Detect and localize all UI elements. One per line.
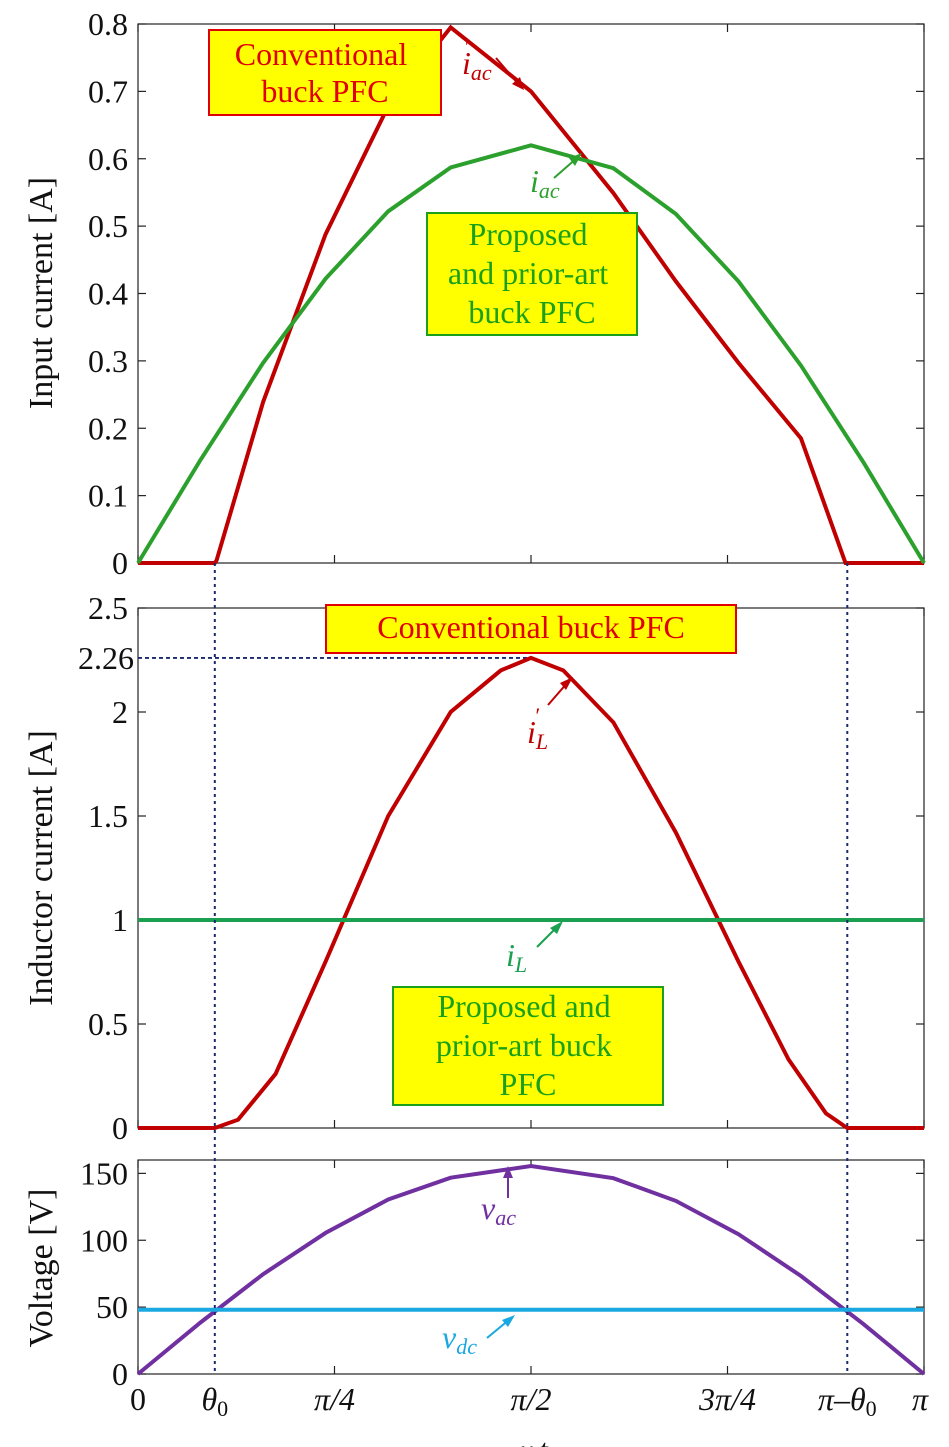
y-tick-label: 100 [80, 1222, 128, 1258]
y-tick-label: 0 [112, 545, 128, 581]
x-axis-label: ωt [514, 1433, 549, 1447]
y-tick-label: 0.3 [88, 343, 128, 379]
x-tick-label: π [912, 1381, 929, 1417]
y-tick-label: 0.5 [88, 1006, 128, 1042]
curve-v-ac [136, 1163, 926, 1376]
label-v-ac: vac [481, 1166, 516, 1230]
curve-i-ac-prime [138, 24, 924, 565]
panel-input-current: 0 0.1 0.2 0.3 0.4 0.5 0.6 0.7 0.8 Input current … [23, 6, 926, 581]
y-axis-label-middle: Inductor current [A] [23, 730, 60, 1006]
svg-text:Proposed and prior-art: Proposed and prior-art buck PFC [436, 988, 620, 1102]
curve-i-L-prime [138, 655, 924, 1130]
svg-text:Conventional buck PFC: Conventional buck PFC [377, 609, 685, 645]
y-tick-label: 150 [80, 1155, 128, 1191]
y-ticks-middle: 0 0.5 1 1.5 2 2.5 [88, 590, 924, 1146]
x-ticks-bottom [137, 1160, 925, 1374]
svg-text:iL′: iL′ [527, 703, 548, 754]
svg-text:vac: vac [481, 1190, 516, 1230]
svg-text:vdc: vdc [442, 1319, 477, 1359]
x-tick-label: π–θ0 [818, 1381, 877, 1421]
annotation-proposed-middle: Proposed and prior-art buck PFC [392, 986, 664, 1106]
y-tick-label: 0.8 [88, 6, 128, 42]
panel-inductor-current: 0 0.5 1 1.5 2 2.5 2.26 Inductor current [A] C… [23, 590, 925, 1146]
x-tick-labels: 0 θ0 π/4 π/2 3π/4 π–θ0 π [130, 1381, 929, 1421]
label-i-ac-prime: iac′ [462, 34, 524, 90]
label-i-L-prime: iL′ [527, 677, 573, 754]
y-tick-label: 0.5 [88, 208, 128, 244]
y-tick-label: 2 [112, 694, 128, 730]
label-i-ac: iac [530, 153, 582, 203]
y-axis-label-top: Input current [A] [23, 177, 60, 409]
svg-text:iL: iL [506, 937, 527, 977]
y-tick-label: 0.2 [88, 410, 128, 446]
x-tick-label: 3π/4 [698, 1381, 756, 1417]
y-tick-label: 0 [112, 1356, 128, 1392]
y-tick-label: 0.6 [88, 141, 128, 177]
y-tick-label: 0.4 [88, 276, 128, 312]
x-tick-label: θ0 [201, 1381, 228, 1421]
annotation-conventional-middle: Conventional buck PFC [325, 604, 737, 654]
plot-frame-bottom [137, 1159, 925, 1375]
y-ticks-bottom: 0 50 100 150 [80, 1155, 924, 1392]
y-axis-label-bottom: Voltage [V] [23, 1189, 60, 1348]
annotation-proposed-top: Proposed and prior-art buck PFC [426, 212, 638, 336]
panel-voltage: 0 50 100 150 0 θ0 π/4 π/2 3π/4 π–θ0 π Voltage [V]… [23, 1155, 929, 1447]
x-tick-label: π/4 [314, 1381, 355, 1417]
x-tick-label: 0 [130, 1381, 146, 1417]
y-tick-label: 0.7 [88, 73, 128, 109]
label-v-dc: vdc [442, 1315, 515, 1359]
y-tick-label: 1.5 [88, 798, 128, 834]
y-tick-label-2-26: 2.26 [78, 640, 134, 676]
x-tick-label: π/2 [511, 1381, 552, 1417]
label-i-L: iL [506, 921, 563, 977]
svg-text:iac′: iac′ [462, 34, 492, 85]
annotation-conventional-top: Conventional buck PFC [208, 29, 442, 116]
y-ticks-top: 0 0.1 0.2 0.3 0.4 0.5 0.6 0.7 0.8 [88, 6, 924, 581]
y-tick-label: 1 [112, 902, 128, 938]
svg-text:Proposed and prior-art: Proposed and prior-art buck PFC [448, 216, 616, 330]
svg-text:iac: iac [530, 163, 560, 203]
y-tick-label: 50 [96, 1289, 128, 1325]
svg-text:Conventional buck PFC: Conventional buck PFC [235, 36, 415, 109]
y-tick-label: 0.1 [88, 478, 128, 514]
y-tick-label: 2.5 [88, 590, 128, 626]
y-tick-label: 0 [112, 1110, 128, 1146]
curve-i-ac [136, 143, 926, 565]
